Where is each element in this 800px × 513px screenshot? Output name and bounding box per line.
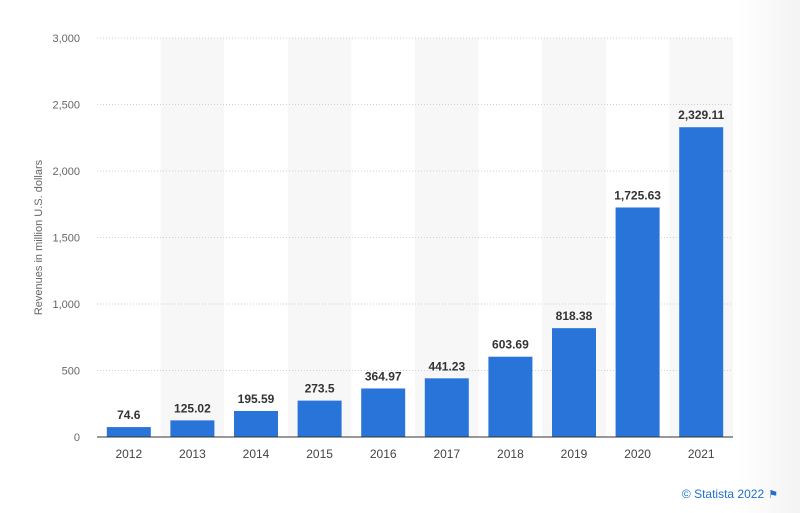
x-tick-label: 2016 [370, 447, 397, 461]
x-tick-label: 2015 [306, 447, 333, 461]
data-label: 74.6 [117, 408, 141, 422]
x-tick-label: 2018 [497, 447, 524, 461]
x-axis-ticks: 2012 2013 2014 2015 2016 2017 2018 2019 2020 2021 [115, 447, 714, 461]
bars [106, 127, 724, 438]
bar-2016[interactable] [361, 388, 406, 437]
data-label: 818.38 [556, 309, 593, 323]
y-tick-label: 0 [74, 432, 80, 444]
bar-2013[interactable] [170, 420, 215, 437]
data-label: 364.97 [365, 369, 402, 383]
data-label: 441.23 [428, 359, 465, 373]
data-label: 1,725.63 [614, 188, 661, 202]
credit-text[interactable]: © Statista 2022 [681, 487, 765, 501]
bar-2015[interactable] [297, 400, 342, 437]
x-tick-label: 2020 [624, 447, 651, 461]
bar-2018[interactable] [488, 356, 533, 437]
gridlines [97, 37, 733, 371]
x-tick-label: 2013 [179, 447, 206, 461]
x-tick-label: 2017 [433, 447, 460, 461]
bar-2019[interactable] [552, 328, 596, 437]
flag-icon[interactable]: ⚑ [768, 489, 778, 501]
y-axis-label: Revenues in million U.S. dollars [33, 159, 45, 315]
bar-2021[interactable] [679, 127, 724, 438]
y-tick-label: 1,500 [52, 233, 80, 245]
data-labels: 74.6 125.02 195.59 273.5 364.97 441.23 603.69 8… [117, 108, 724, 422]
data-label: 273.5 [305, 382, 335, 396]
bar-2012[interactable] [106, 427, 151, 437]
data-label: 195.59 [238, 392, 275, 406]
bar-2017[interactable] [424, 378, 469, 437]
bar-2020[interactable] [615, 207, 660, 437]
y-tick-label: 3,000 [52, 33, 80, 45]
x-tick-label: 2019 [561, 447, 588, 461]
data-label: 2,329.11 [678, 108, 724, 122]
y-tick-label: 2,000 [52, 166, 80, 178]
statista-credit[interactable]: © Statista 2022 ⚑ [682, 487, 778, 501]
data-label: 603.69 [492, 338, 529, 352]
background-band [160, 38, 225, 437]
x-tick-label: 2021 [688, 447, 715, 461]
x-tick-label: 2012 [115, 447, 142, 461]
y-tick-label: 1,000 [52, 299, 80, 311]
page-edge-shadow [738, 0, 800, 513]
background-band [415, 38, 479, 437]
y-tick-label: 2,500 [52, 100, 80, 112]
bar-2014[interactable] [234, 410, 278, 437]
x-tick-label: 2014 [243, 447, 270, 461]
data-label: 125.02 [174, 401, 211, 415]
y-axis-ticks: 0 500 1,000 1,500 2,000 2,500 3,000 [52, 33, 80, 444]
y-tick-label: 500 [62, 366, 80, 378]
